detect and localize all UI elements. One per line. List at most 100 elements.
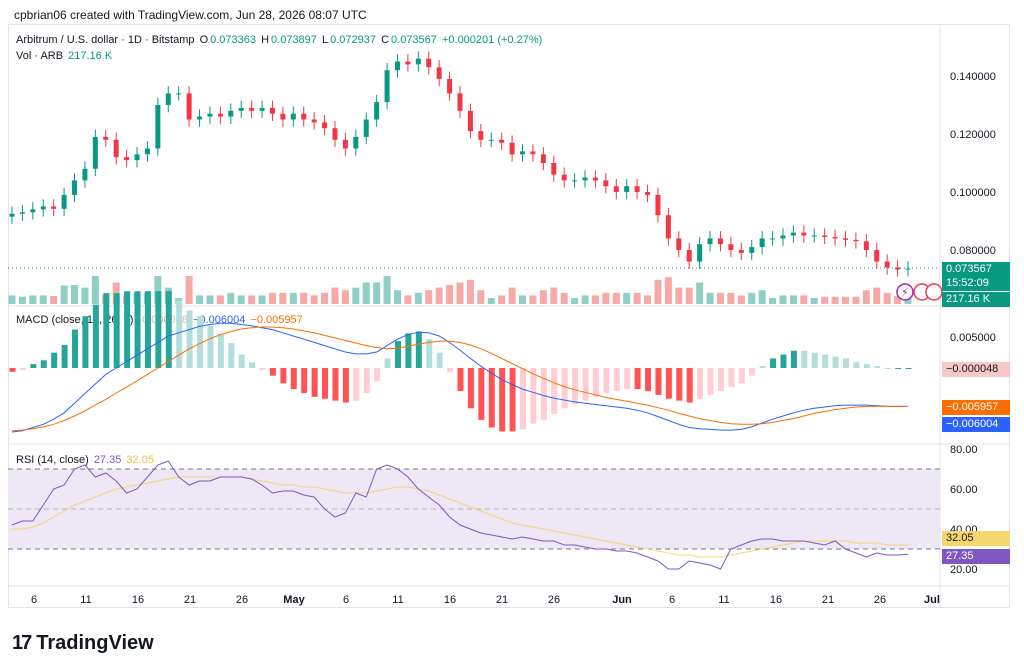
macd-histogram-bar — [728, 368, 735, 388]
tradingview-brand[interactable]: 17 TradingView — [12, 632, 154, 655]
candle-body — [290, 113, 296, 120]
rsi-tag: 27.35 — [942, 549, 1010, 564]
macd-histogram-bar — [790, 350, 797, 368]
macd-histogram-bar — [249, 362, 256, 368]
candle-body — [301, 113, 307, 120]
volume-bar — [706, 292, 714, 304]
time-axis-tick: 6 — [343, 594, 349, 606]
time-axis-tick: 16 — [770, 594, 782, 606]
macd-histogram-bar — [155, 291, 162, 368]
volume-bar — [404, 295, 412, 304]
macd-histogram-bar — [832, 356, 839, 368]
macd-histogram-bar — [301, 368, 308, 393]
macd-histogram-bar — [842, 358, 849, 368]
candle-body — [82, 168, 88, 181]
chart-credit: cpbrian06 created with TradingView.com, … — [14, 8, 367, 22]
volume-bar — [39, 295, 47, 304]
candle-body — [832, 236, 838, 239]
candle-body — [780, 235, 786, 239]
macd-histogram-bar — [447, 368, 454, 372]
volume-bar — [831, 296, 839, 304]
volume-bar — [675, 287, 683, 304]
volume-bar — [414, 292, 422, 304]
volume-bar — [498, 295, 506, 304]
symbol-title[interactable]: Arbitrum / U.S. dollar · 1D · Bitstamp — [16, 34, 195, 46]
rsi-ma-tag: 32.05 — [942, 531, 1010, 546]
volume-bar — [352, 287, 360, 304]
price-axis-tick: 0.100000 — [950, 187, 996, 199]
candle-body — [561, 174, 567, 181]
rsi-axis-tick: 60.00 — [950, 484, 978, 496]
volume-bar — [644, 295, 652, 304]
volume-bar — [71, 285, 79, 304]
macd-histogram-bar — [134, 291, 141, 368]
candle-body — [332, 128, 338, 140]
rsi-line — [11, 460, 909, 570]
candle-body — [113, 139, 119, 158]
macd-histogram-bar — [290, 368, 297, 390]
volume-bar — [758, 290, 766, 304]
volume-bar — [216, 295, 224, 304]
volume-bar — [383, 276, 391, 304]
macd-histogram-bar — [374, 368, 381, 382]
volume-bar — [206, 295, 214, 304]
lightning-glyph: ⚡ — [901, 287, 909, 299]
macd-histogram-bar — [228, 343, 235, 368]
candle-body — [467, 110, 473, 132]
candle-body — [478, 131, 484, 140]
volume-label[interactable]: Vol · ARB — [16, 50, 64, 62]
candle-body — [645, 192, 651, 195]
candle-body — [72, 180, 78, 195]
volume-bar — [154, 276, 162, 304]
time-axis-tick: 6 — [669, 594, 675, 606]
candle-body — [405, 61, 411, 65]
candle-body — [457, 93, 463, 111]
candle-body — [384, 70, 390, 103]
change-value: +0.000201 (+0.27%) — [441, 34, 543, 46]
macd-histogram-bar — [561, 368, 568, 409]
rsi-axis-tick: 80.00 — [950, 444, 978, 456]
volume-bar — [581, 295, 589, 304]
low-value: 0.072937 — [330, 34, 376, 46]
volume-bar — [373, 282, 381, 304]
macd-histogram-bar — [499, 368, 506, 432]
volume-bar — [331, 287, 339, 304]
time-axis-tick: 16 — [132, 594, 144, 606]
volume-bar — [904, 297, 912, 304]
macd-histogram-bar — [353, 368, 360, 401]
candle-body — [259, 107, 265, 111]
time-axis-tick: 11 — [718, 594, 729, 606]
volume-bar — [362, 282, 370, 304]
macd-histogram-bar — [770, 358, 777, 368]
volume-bar — [591, 295, 599, 304]
macd-histogram-bar — [30, 364, 37, 368]
candle-body — [853, 239, 859, 242]
volume-bar — [321, 292, 329, 304]
volume-bar — [748, 292, 756, 304]
macd-histogram-bar — [853, 362, 860, 368]
macd-histogram-bar — [749, 368, 756, 376]
candle-body — [686, 250, 692, 262]
candle-body — [207, 113, 213, 117]
economic-event-icon[interactable] — [925, 283, 943, 301]
macd-histogram-bar — [530, 368, 537, 424]
candle-body — [353, 136, 359, 149]
time-axis-tick: 11 — [392, 594, 403, 606]
candle-body — [613, 186, 619, 192]
rsi-title[interactable]: RSI (14, close) — [16, 454, 89, 466]
time-axis-tick: 16 — [444, 594, 456, 606]
macd-histogram-bar — [634, 368, 641, 390]
time-axis-tick: 26 — [548, 594, 560, 606]
macd-line-tag: −0.006004 — [942, 417, 1010, 432]
macd-histogram-bar — [613, 368, 620, 392]
price-axis-tick: 0.080000 — [950, 245, 996, 257]
macd-histogram-bar — [665, 368, 672, 399]
lightning-event-icon[interactable] — [896, 283, 914, 301]
macd-histogram-bar — [655, 368, 662, 395]
candle-body — [520, 151, 526, 155]
time-axis-tick: Jul — [924, 594, 940, 606]
high-value: 0.073897 — [271, 34, 317, 46]
macd-histogram-bar — [144, 291, 151, 368]
volume-value: 217.16 K — [68, 50, 113, 62]
